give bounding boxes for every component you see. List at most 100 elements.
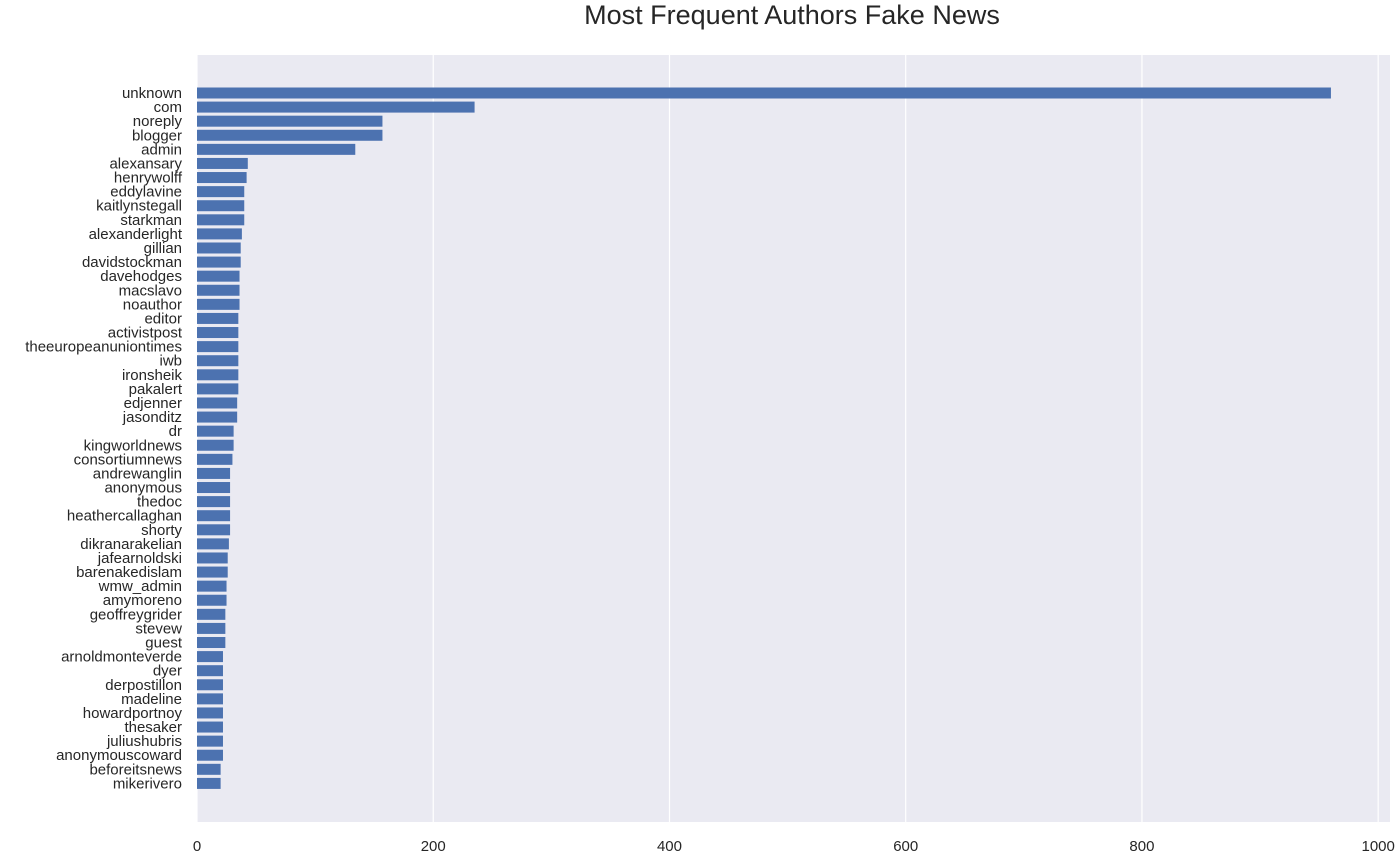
bar-pakalert bbox=[197, 383, 239, 395]
y-tick-label: eddylavine bbox=[110, 184, 182, 201]
bar-shorty bbox=[197, 524, 231, 536]
bar-wmw_admin bbox=[197, 580, 227, 592]
y-tick-label: jasonditz bbox=[122, 409, 182, 426]
x-tick-label: 400 bbox=[657, 838, 682, 855]
y-tick-label: kaitlynstegall bbox=[96, 198, 182, 215]
y-tick-label: mikerivero bbox=[113, 775, 182, 792]
y-tick-label: consortiumnews bbox=[74, 451, 182, 468]
bar-alexanderlight bbox=[197, 228, 242, 240]
y-tick-label: unknown bbox=[122, 85, 182, 102]
y-tick-label: henrywolff bbox=[114, 170, 183, 187]
y-tick-label: guest bbox=[145, 635, 183, 652]
bar-kaitlynstegall bbox=[197, 200, 245, 212]
y-tick-label: com bbox=[154, 99, 182, 116]
x-tick-label: 1000 bbox=[1362, 838, 1395, 855]
y-tick-label: theeuropeanuniontimes bbox=[25, 339, 182, 356]
y-tick-label: juliushubris bbox=[106, 733, 182, 750]
x-tick-label: 800 bbox=[1129, 838, 1154, 855]
bar-amymoreno bbox=[197, 594, 227, 606]
bar-activistpost bbox=[197, 327, 239, 339]
y-tick-label: dr bbox=[169, 423, 182, 440]
bar-eddylavine bbox=[197, 186, 245, 198]
y-tick-label: davidstockman bbox=[82, 254, 182, 271]
y-tick-label: davehodges bbox=[100, 268, 182, 285]
y-tick-label: howardportnoy bbox=[83, 705, 183, 722]
bar-juliushubris bbox=[197, 735, 223, 747]
bar-guest bbox=[197, 637, 226, 649]
y-tick-label: editor bbox=[144, 310, 182, 327]
bar-noreply bbox=[197, 115, 383, 127]
bar-consortiumnews bbox=[197, 453, 233, 465]
bar-anonymous bbox=[197, 482, 231, 494]
bar-howardportnoy bbox=[197, 707, 223, 719]
y-tick-label: alexanderlight bbox=[89, 226, 183, 243]
y-tick-label: heathercallaghan bbox=[67, 508, 182, 525]
x-tick-label: 200 bbox=[421, 838, 446, 855]
chart-title: Most Frequent Authors Fake News bbox=[584, 0, 1000, 30]
bar-ironsheik bbox=[197, 369, 239, 381]
y-tick-label: wmw_admin bbox=[98, 578, 182, 595]
y-tick-label: alexansary bbox=[109, 155, 182, 172]
bar-gillian bbox=[197, 242, 241, 254]
y-tick-label: madeline bbox=[121, 691, 182, 708]
x-tick-label: 600 bbox=[893, 838, 918, 855]
bar-arnoldmonteverde bbox=[197, 651, 223, 663]
y-tick-label: dikranarakelian bbox=[80, 536, 182, 553]
y-tick-label: jafearnoldski bbox=[97, 550, 182, 567]
y-tick-label: pakalert bbox=[129, 381, 183, 398]
y-tick-label: gillian bbox=[144, 240, 182, 257]
y-tick-label: arnoldmonteverde bbox=[61, 649, 182, 666]
bar-heathercallaghan bbox=[197, 510, 231, 522]
bar-andrewanglin bbox=[197, 467, 231, 479]
y-tick-label: beforeitsnews bbox=[89, 761, 182, 778]
y-tick-label: kingworldnews bbox=[84, 437, 182, 454]
y-tick-label: ironsheik bbox=[122, 367, 183, 384]
bar-macslavo bbox=[197, 284, 240, 296]
y-tick-labels: unknowncomnoreplybloggeradminalexansaryh… bbox=[25, 85, 183, 792]
y-tick-label: starkman bbox=[120, 212, 182, 229]
bar-theeuropeanuniontimes bbox=[197, 341, 239, 353]
y-tick-label: iwb bbox=[159, 353, 182, 370]
y-tick-label: activistpost bbox=[108, 325, 183, 342]
bar-thesaker bbox=[197, 721, 223, 733]
bar-barenakedislam bbox=[197, 566, 228, 578]
bar-edjenner bbox=[197, 397, 238, 409]
bar-dr bbox=[197, 425, 234, 437]
bar-unknown bbox=[197, 87, 1331, 99]
bar-dikranarakelian bbox=[197, 538, 229, 550]
bar-beforeitsnews bbox=[197, 763, 221, 775]
y-tick-label: stevew bbox=[135, 620, 182, 637]
bar-com bbox=[197, 101, 475, 113]
bar-jafearnoldski bbox=[197, 552, 228, 564]
y-tick-label: shorty bbox=[141, 522, 182, 539]
bar-blogger bbox=[197, 129, 383, 141]
bar-iwb bbox=[197, 355, 239, 367]
y-tick-label: admin bbox=[141, 141, 182, 158]
y-tick-label: thedoc bbox=[137, 494, 183, 511]
bar-anonymouscoward bbox=[197, 749, 223, 761]
bar-jasonditz bbox=[197, 411, 238, 423]
bar-davehodges bbox=[197, 270, 240, 282]
y-tick-label: andrewanglin bbox=[93, 465, 182, 482]
bar-thedoc bbox=[197, 496, 231, 508]
bar-madeline bbox=[197, 693, 223, 705]
bars bbox=[197, 87, 1331, 789]
bar-geoffreygrider bbox=[197, 608, 226, 620]
plot-background bbox=[197, 55, 1390, 822]
bar-stevew bbox=[197, 622, 226, 634]
y-tick-label: noauthor bbox=[123, 296, 182, 313]
y-tick-label: anonymous bbox=[104, 480, 182, 497]
bar-alexansary bbox=[197, 157, 248, 169]
y-tick-label: barenakedislam bbox=[76, 564, 182, 581]
y-tick-label: anonymouscoward bbox=[56, 747, 182, 764]
y-tick-label: thesaker bbox=[124, 719, 182, 736]
bar-derpostillon bbox=[197, 679, 223, 691]
y-tick-label: macslavo bbox=[119, 282, 182, 299]
x-tick-labels: 0 200 400 600 800 1000 bbox=[193, 838, 1395, 855]
bar-davidstockman bbox=[197, 256, 241, 268]
bar-kingworldnews bbox=[197, 439, 234, 451]
bar-editor bbox=[197, 312, 239, 324]
y-tick-label: blogger bbox=[132, 127, 182, 144]
y-tick-label: dyer bbox=[153, 663, 182, 680]
